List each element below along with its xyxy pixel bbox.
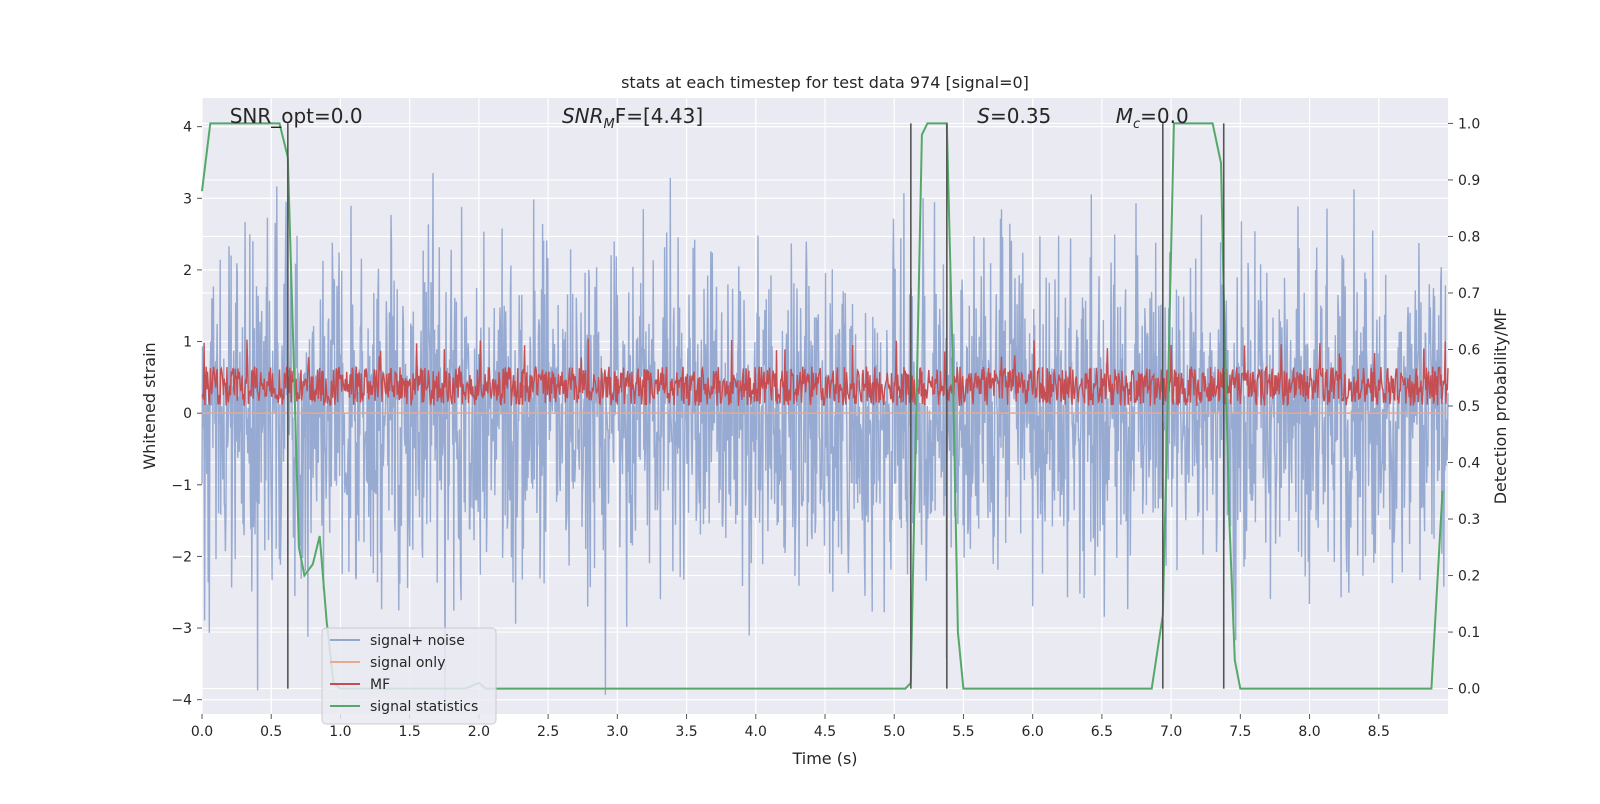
x-tick-label: 4.5 xyxy=(814,724,836,740)
annotations: SNR_opt=0.0 SNRMF=[4.43] S=0.35 Mc=0.0 xyxy=(230,104,1189,132)
legend-label: signal only xyxy=(370,655,445,671)
series-layer xyxy=(201,122,1449,700)
x-tick-label: 8.5 xyxy=(1368,724,1390,740)
x-tick-label: 2.0 xyxy=(468,724,490,740)
y-right-tick-label: 0.7 xyxy=(1458,286,1480,302)
y-tick-label: 0 xyxy=(183,406,192,422)
y-axis-label: Whitened strain xyxy=(140,342,159,469)
x-tick-label: 3.5 xyxy=(675,724,697,740)
x-tick-label: 7.0 xyxy=(1160,724,1182,740)
legend-box xyxy=(321,627,497,725)
y-right-tick-label: 0.3 xyxy=(1458,512,1480,528)
legend-label: signal+ noise xyxy=(370,633,465,649)
x-tick-label: 6.0 xyxy=(1022,724,1044,740)
y-right-tick-label: 0.1 xyxy=(1458,625,1480,641)
y-tick-label: 2 xyxy=(183,263,192,279)
annotation-snr-mf: SNRMF=[4.43] xyxy=(562,104,703,132)
y-tick-label: −3 xyxy=(171,621,192,637)
y-right-tick-label: 0.9 xyxy=(1458,173,1480,189)
y-right-tick-label: 0.4 xyxy=(1458,456,1480,472)
y-tick-label: −2 xyxy=(171,549,192,565)
x-tick-label: 7.5 xyxy=(1229,724,1251,740)
signal-noise-line xyxy=(201,173,1449,700)
annotation-s-value: S=0.35 xyxy=(977,104,1051,128)
y-right-tick-label: 0.6 xyxy=(1458,342,1480,358)
y-axis-label-right: Detection probability/MF xyxy=(1491,308,1510,505)
legend-label: signal statistics xyxy=(370,699,478,715)
annotation-snr-opt: SNR_opt=0.0 xyxy=(230,104,363,128)
x-tick-label: 8.0 xyxy=(1298,724,1320,740)
y-tick-label: 4 xyxy=(183,120,192,136)
y-tick-label: −4 xyxy=(171,693,192,709)
y-right-tick-label: 0.5 xyxy=(1458,399,1480,415)
x-tick-label: 6.5 xyxy=(1091,724,1113,740)
x-tick-label: 0.5 xyxy=(260,724,282,740)
legend: signal+ noise signal only MF signal statist… xyxy=(321,627,497,725)
chart-title: stats at each timestep for test data 974… xyxy=(621,73,1029,92)
x-tick-label: 1.5 xyxy=(399,724,421,740)
axes-layer: 0.0 0.5 1.0 1.5 2.0 2.5 3.0 3.5 4.0 4.5 5.0 5.5 6.0 6… xyxy=(171,116,1480,740)
x-tick-label: 3.0 xyxy=(606,724,628,740)
x-tick-label: 4.0 xyxy=(745,724,767,740)
vertical-markers xyxy=(287,123,1225,689)
y-tick-label: −1 xyxy=(171,478,192,494)
x-tick-label: 5.5 xyxy=(952,724,974,740)
signal-statistics-line xyxy=(201,122,1444,690)
x-tick-label: 1.0 xyxy=(329,724,351,740)
y-tick-label: 1 xyxy=(183,335,192,351)
x-tick-label: 5.0 xyxy=(883,724,905,740)
y-right-tick-label: 1.0 xyxy=(1458,116,1480,132)
annotation-mc-value: Mc=0.0 xyxy=(1116,104,1189,132)
mf-line xyxy=(201,338,1449,407)
x-tick-label: 0.0 xyxy=(191,724,213,740)
y-right-tick-label: 0.8 xyxy=(1458,229,1480,245)
legend-label: MF xyxy=(370,677,390,693)
x-tick-label: 2.5 xyxy=(537,724,559,740)
y-right-tick-label: 0.0 xyxy=(1458,682,1480,698)
x-axis-label: Time (s) xyxy=(791,749,857,768)
y-right-tick-label: 0.2 xyxy=(1458,569,1480,585)
y-tick-label: 3 xyxy=(183,191,192,207)
